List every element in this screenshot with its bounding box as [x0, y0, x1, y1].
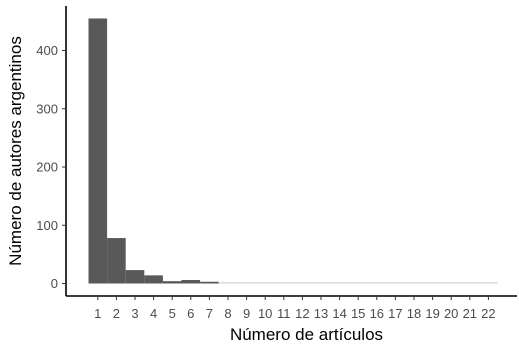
bar-4 — [144, 275, 163, 284]
x-tick-label: 8 — [224, 306, 231, 321]
x-tick-label: 6 — [187, 306, 194, 321]
x-tick-label: 12 — [295, 306, 309, 321]
x-tick-label: 9 — [243, 306, 250, 321]
bar-12 — [293, 282, 312, 284]
bar-11 — [274, 282, 294, 284]
x-tick-label: 13 — [314, 306, 328, 321]
x-tick-label: 20 — [444, 306, 458, 321]
x-tick-label: 17 — [388, 306, 402, 321]
bar-20 — [441, 282, 461, 284]
x-tick-label: 16 — [370, 306, 384, 321]
bar-14 — [330, 282, 349, 284]
bar-1 — [88, 18, 108, 284]
x-tick-label: 7 — [206, 306, 213, 321]
y-tick-label: 400 — [36, 43, 58, 58]
y-tick-label: 200 — [36, 160, 58, 175]
x-tick-label: 10 — [258, 306, 272, 321]
x-tick-label: 22 — [481, 306, 495, 321]
bar-6 — [181, 280, 201, 284]
x-tick-label: 15 — [351, 306, 365, 321]
bar-9 — [237, 282, 256, 284]
x-tick-label: 14 — [332, 306, 346, 321]
y-ticks-group: 0 100 200 300 400 — [36, 43, 66, 291]
bar-18 — [404, 282, 424, 284]
x-tick-label: 3 — [131, 306, 138, 321]
x-tick-label: 11 — [277, 306, 291, 321]
x-tick-label: 1 — [94, 306, 101, 321]
bar-8 — [218, 282, 238, 284]
x-tick-label: 5 — [169, 306, 176, 321]
bar-16 — [367, 282, 387, 284]
bar-19 — [423, 282, 442, 284]
x-tick-label: 2 — [113, 306, 120, 321]
y-tick-label: 0 — [51, 276, 58, 291]
bar-17 — [386, 282, 405, 284]
bar-21 — [460, 282, 480, 284]
x-tick-label: 21 — [463, 306, 477, 321]
bar-7 — [200, 281, 219, 284]
bar-10 — [255, 282, 275, 284]
bar-22 — [479, 282, 498, 284]
bar-5 — [162, 281, 182, 284]
y-tick-label: 100 — [36, 218, 58, 233]
bar-2 — [107, 238, 126, 284]
x-tick-label: 19 — [425, 306, 439, 321]
x-axis-title: Número de artículos — [230, 325, 383, 344]
y-tick-label: 300 — [36, 101, 58, 116]
bar-3 — [125, 270, 145, 284]
y-axis-title: Número de autores argentinos — [6, 36, 25, 266]
x-tick-label: 4 — [150, 306, 157, 321]
x-tick-label: 18 — [407, 306, 421, 321]
bar-13 — [311, 282, 331, 284]
x-ticks-group: 1 2 3 4 5 6 7 8 9 10 11 12 13 14 15 16 17 18 19 20 21 22 — [94, 296, 496, 321]
bars-group — [88, 18, 498, 284]
bar-15 — [348, 282, 368, 284]
